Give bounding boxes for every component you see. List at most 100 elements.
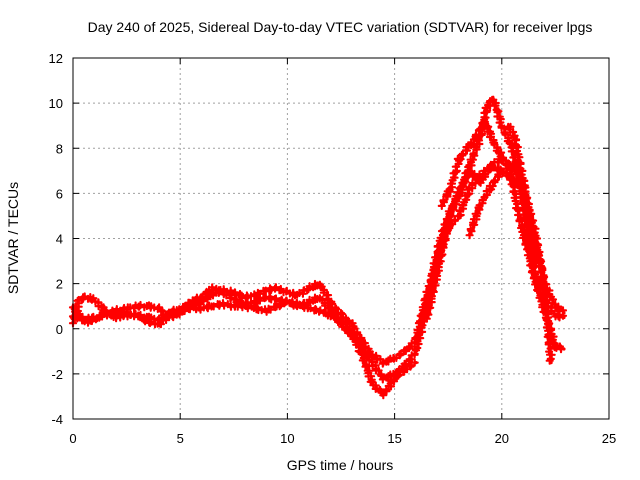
data-point	[189, 300, 193, 304]
data-point	[167, 313, 172, 317]
data-point	[562, 347, 566, 351]
data-point	[440, 203, 444, 207]
data-point	[103, 313, 107, 317]
x-tick-label: 0	[69, 431, 76, 446]
data-point	[178, 309, 182, 313]
data-point	[210, 286, 214, 290]
series-track-3	[68, 296, 419, 400]
series-track-6	[465, 165, 511, 240]
data-point	[371, 383, 375, 387]
data-point	[465, 146, 470, 150]
data-point	[403, 367, 407, 371]
data-point	[414, 360, 418, 365]
data-point	[543, 309, 547, 313]
data-point	[478, 180, 482, 184]
x-tick-label: 10	[280, 431, 294, 446]
data-point	[275, 286, 279, 290]
data-point	[489, 164, 493, 168]
data-point	[82, 318, 86, 322]
data-point	[528, 232, 532, 236]
data-point	[371, 363, 375, 367]
data-point	[474, 135, 478, 139]
data-point	[317, 295, 322, 299]
data-point	[468, 232, 472, 236]
data-point	[296, 302, 300, 306]
data-point	[317, 309, 322, 313]
data-point	[328, 313, 332, 317]
data-point	[253, 306, 257, 311]
data-point	[457, 191, 461, 195]
data-point	[382, 376, 386, 380]
data-point	[500, 169, 504, 173]
data-point	[403, 349, 407, 353]
data-point	[414, 349, 418, 353]
series-track-7	[504, 122, 541, 268]
data-point	[307, 286, 311, 290]
data-point	[221, 302, 225, 306]
data-point	[146, 320, 150, 324]
data-point	[553, 345, 558, 349]
chart-title: Day 240 of 2025, Sidereal Day-to-day VTE…	[88, 19, 593, 35]
data-point	[506, 124, 510, 128]
data-point	[457, 214, 461, 218]
data-point	[393, 376, 397, 380]
data-point	[275, 304, 279, 308]
x-tick-label: 20	[495, 431, 509, 446]
data-point	[77, 297, 82, 302]
data-point	[328, 300, 332, 304]
data-point	[446, 218, 450, 223]
data-point	[562, 315, 566, 320]
data-point	[264, 288, 268, 292]
data-point	[200, 306, 204, 311]
data-point	[500, 155, 504, 159]
data-point	[382, 392, 386, 396]
data-point	[478, 203, 482, 207]
data-point	[157, 322, 161, 326]
data-point	[135, 304, 139, 308]
x-tick-label: 5	[177, 431, 184, 446]
data-point	[221, 291, 225, 295]
data-point	[435, 270, 440, 274]
data-point	[448, 187, 452, 191]
data-point	[242, 295, 247, 299]
data-point	[485, 106, 489, 110]
data-point	[360, 354, 365, 358]
data-point	[468, 169, 472, 173]
data-point	[350, 331, 354, 335]
data-point	[264, 309, 268, 313]
data-point	[285, 291, 289, 295]
series-track-5	[437, 117, 566, 354]
x-tick-label: 15	[387, 431, 401, 446]
x-tick-label: 25	[602, 431, 616, 446]
data-point	[92, 297, 97, 302]
data-point	[457, 157, 461, 162]
data-point	[468, 187, 472, 191]
data-point	[553, 313, 558, 317]
data-point	[125, 311, 129, 315]
data-point	[84, 295, 88, 299]
data-point	[328, 309, 332, 313]
y-tick-label: 12	[49, 51, 63, 66]
data-point	[483, 119, 487, 123]
y-tick-label: 8	[56, 141, 63, 156]
data-point	[232, 304, 236, 308]
data-point	[114, 311, 118, 315]
y-tick-label: -2	[51, 367, 63, 382]
data-point	[253, 300, 257, 304]
data-point	[232, 297, 236, 302]
data-point	[521, 180, 525, 184]
data-point	[508, 169, 512, 173]
data-point	[317, 282, 322, 286]
data-point	[92, 315, 97, 320]
data-point	[513, 135, 517, 139]
y-tick-label: 0	[56, 322, 63, 337]
data-point	[307, 306, 311, 311]
data-point	[253, 293, 257, 297]
data-point	[534, 263, 538, 268]
data-point	[189, 306, 193, 311]
y-axis-label: SDTVAR / TECUs	[5, 182, 21, 294]
data-point	[510, 146, 515, 150]
y-tick-label: 4	[56, 232, 63, 247]
